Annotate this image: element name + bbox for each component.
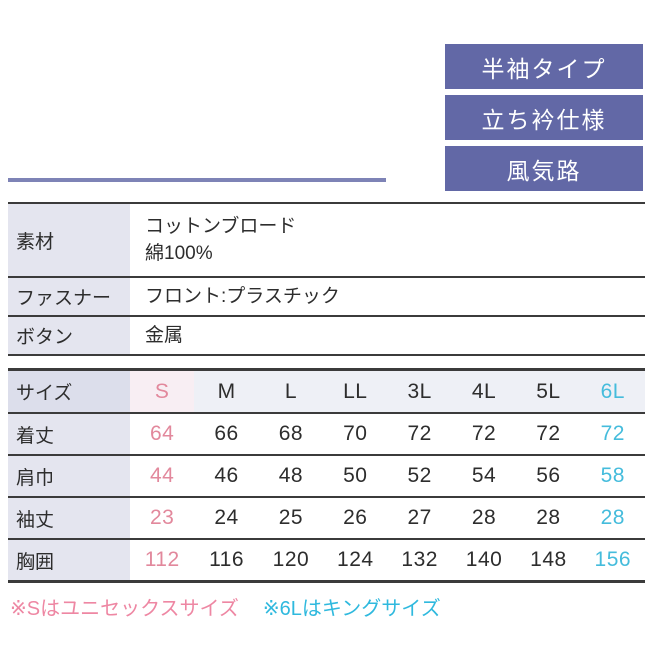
size-cell: 48 (278, 464, 304, 487)
spec-row-value: コットンブロード 綿100% (130, 204, 296, 276)
size-cell: 72 (536, 422, 561, 445)
size-cell: 28 (536, 506, 561, 529)
spec-row-label: ボタン (8, 317, 130, 354)
size-row: 胸囲 112 116 120 124 132 140 148 156 (8, 540, 645, 580)
size-cell: 24 (214, 506, 239, 529)
size-row-label: 胸囲 (8, 540, 130, 580)
feature-badge-label: 半袖タイプ (481, 55, 607, 82)
size-cell: 27 (407, 506, 432, 529)
size-cell: 68 (278, 422, 304, 445)
spec-row-label: 素材 (8, 204, 130, 276)
feature-badge: 立ち衿仕様 (445, 95, 643, 140)
size-cell: 44 (150, 464, 175, 487)
size-row: 袖丈 23 24 25 26 27 28 28 28 (8, 498, 645, 540)
size-cell: 52 (407, 464, 432, 487)
size-cell: 56 (536, 464, 561, 487)
feature-badge: 半袖タイプ (445, 44, 643, 89)
size-cell: 132 (401, 548, 438, 571)
size-col-header: L (258, 371, 324, 412)
spec-value-line: 金属 (145, 325, 184, 346)
divider-line (8, 178, 386, 182)
spec-row: ファスナー フロント:プラスチック (8, 278, 645, 317)
size-cell: 112 (144, 548, 180, 571)
feature-badge-list: 半袖タイプ立ち衿仕様風気路 (445, 44, 643, 191)
feature-badge-label: 立ち衿仕様 (481, 106, 607, 133)
spec-row: ボタン 金属 (8, 317, 645, 356)
spec-row-value: フロント:プラスチック (130, 278, 340, 315)
spec-value-line: コットンブロード (145, 216, 297, 237)
size-cell: 66 (214, 422, 239, 445)
size-cell: 124 (337, 548, 374, 571)
size-cell: 156 (594, 548, 632, 571)
size-cell: 64 (150, 422, 175, 445)
size-col-header: LL (323, 371, 388, 412)
size-chart-table: サイズ S M L LL 3L 4L 5L 6L 着丈 64 66 68 70 72 72 72 72 肩巾 44 46… (8, 368, 645, 583)
size-row-label: 肩巾 (8, 456, 130, 496)
size-cell: 28 (471, 506, 497, 529)
material-spec-table: 素材 コットンブロード 綿100% ファスナー フロント:プラスチック ボタン 金属 (8, 202, 645, 356)
spec-row-label: ファスナー (8, 278, 130, 315)
feature-badge: 風気路 (445, 146, 643, 191)
size-cell: 72 (407, 422, 432, 445)
size-col-header: 3L (387, 371, 452, 412)
size-cell: 140 (465, 548, 503, 571)
size-col-header: 4L (451, 371, 517, 412)
size-cell: 26 (343, 506, 368, 529)
size-note-s: ※Sはユニセックスサイズ (10, 598, 239, 620)
size-cell: 120 (272, 548, 310, 571)
size-row: 着丈 64 66 68 70 72 72 72 72 (8, 414, 645, 456)
size-col-header: S (130, 371, 195, 412)
size-notes: ※Sはユニセックスサイズ ※6Lはキングサイズ (10, 592, 441, 621)
feature-badge-label: 風気路 (506, 157, 582, 184)
size-cell: 46 (214, 464, 239, 487)
size-note-6l: ※6Lはキングサイズ (262, 598, 441, 620)
size-cell: 23 (150, 506, 175, 529)
size-col-header: 6L (580, 371, 645, 412)
size-cell: 54 (471, 464, 497, 487)
size-cell: 58 (600, 464, 625, 487)
size-cell: 72 (471, 422, 497, 445)
size-row-label: 袖丈 (8, 498, 130, 538)
size-row-label: 着丈 (8, 414, 130, 454)
size-col-header: M (194, 371, 259, 412)
size-cell: 50 (343, 464, 368, 487)
spec-value-line: フロント:プラスチック (145, 286, 340, 307)
spec-row-value: 金属 (130, 317, 183, 354)
spec-value-line: 綿100% (145, 243, 213, 264)
size-cell: 70 (343, 422, 368, 445)
size-cell: 116 (209, 548, 245, 571)
size-cell: 28 (600, 506, 625, 529)
size-row: 肩巾 44 46 48 50 52 54 56 58 (8, 456, 645, 498)
spec-row: 素材 コットンブロード 綿100% (8, 204, 645, 278)
size-col-header: 5L (516, 371, 581, 412)
size-cell: 25 (278, 506, 304, 529)
size-cell: 148 (530, 548, 567, 571)
size-header-label: サイズ (8, 371, 130, 412)
size-header-row: サイズ S M L LL 3L 4L 5L 6L (8, 371, 645, 414)
size-cell: 72 (600, 422, 625, 445)
